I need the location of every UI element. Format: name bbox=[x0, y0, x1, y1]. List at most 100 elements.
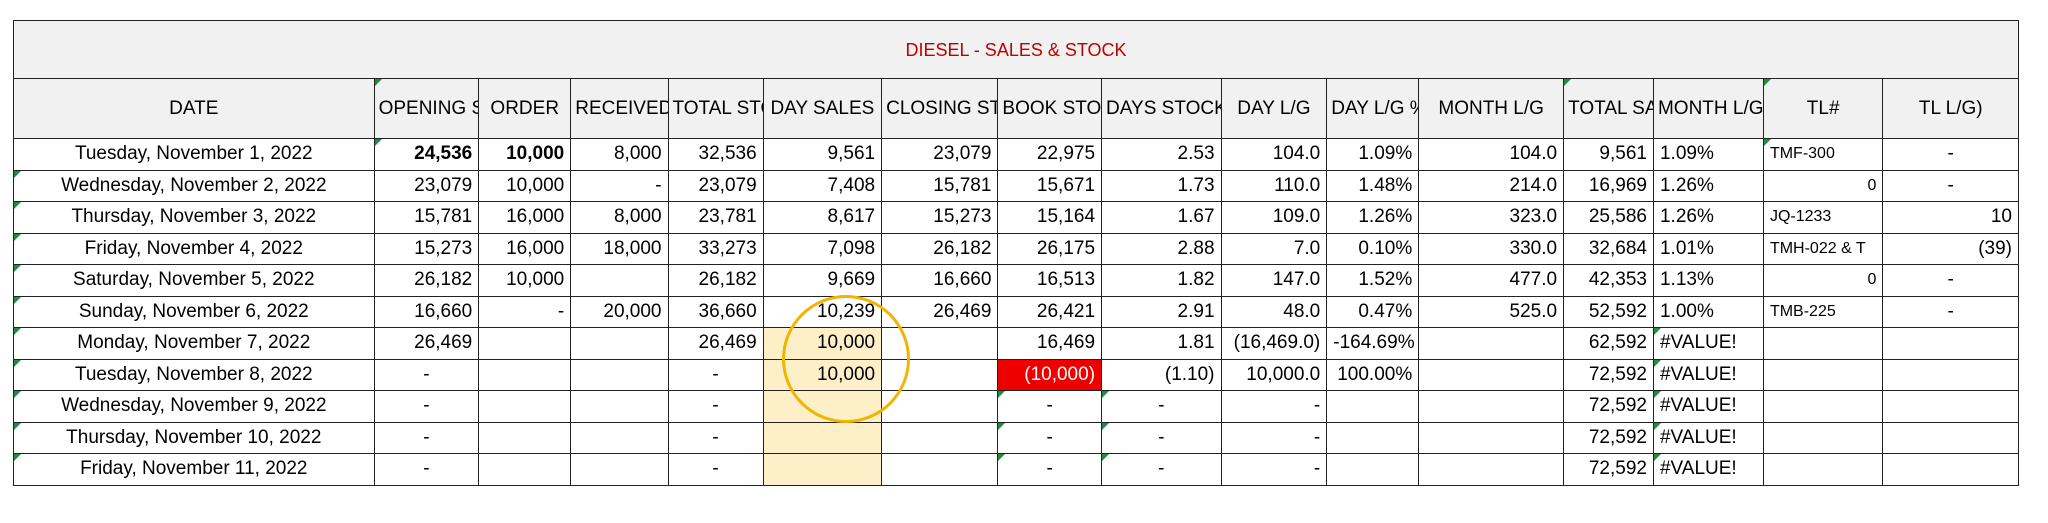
cell[interactable]: (16,469.0) bbox=[1220, 327, 1328, 360]
cell[interactable]: 26,469 bbox=[881, 295, 999, 328]
cell[interactable] bbox=[1418, 358, 1565, 391]
cell[interactable]: 100.00% bbox=[1326, 358, 1420, 391]
cell[interactable]: 15,273 bbox=[373, 232, 480, 265]
sheet-title[interactable]: DIESEL - SALES & STOCK bbox=[13, 20, 2019, 79]
cell[interactable]: Friday, November 4, 2022 bbox=[13, 232, 375, 265]
cell[interactable]: 23,079 bbox=[667, 169, 764, 202]
cell[interactable]: 1.26% bbox=[1326, 201, 1420, 234]
cell[interactable]: 1.82 bbox=[1101, 264, 1222, 297]
cell[interactable]: 214.0 bbox=[1418, 169, 1565, 202]
cell[interactable]: - bbox=[1220, 390, 1328, 423]
cell[interactable]: 1.09% bbox=[1652, 138, 1764, 171]
cell[interactable]: 32,684 bbox=[1563, 232, 1654, 265]
cell[interactable]: Wednesday, November 9, 2022 bbox=[13, 390, 375, 423]
cell[interactable]: 23,781 bbox=[667, 201, 764, 234]
cell[interactable]: #VALUE! bbox=[1652, 453, 1764, 486]
cell[interactable]: 26,182 bbox=[667, 264, 764, 297]
cell[interactable]: 16,969 bbox=[1563, 169, 1654, 202]
cell[interactable] bbox=[1326, 390, 1420, 423]
cell[interactable]: 32,536 bbox=[667, 138, 764, 171]
column-header[interactable]: CLOSING STOCK bbox=[881, 78, 999, 139]
cell[interactable] bbox=[1418, 421, 1565, 454]
cell[interactable]: 0.47% bbox=[1326, 295, 1420, 328]
cell[interactable]: - bbox=[997, 453, 1103, 486]
column-header[interactable]: TL L/G) bbox=[1882, 78, 2019, 139]
cell[interactable]: 10,000 bbox=[478, 264, 572, 297]
cell[interactable]: TMH-022 & T bbox=[1762, 232, 1884, 265]
cell[interactable] bbox=[881, 453, 999, 486]
cell[interactable]: 0 bbox=[1762, 169, 1884, 202]
cell[interactable]: - bbox=[1882, 264, 2019, 297]
cell[interactable]: - bbox=[1220, 453, 1328, 486]
cell[interactable] bbox=[570, 390, 669, 423]
cell[interactable]: TMB-225 bbox=[1762, 295, 1884, 328]
cell[interactable]: Saturday, November 5, 2022 bbox=[13, 264, 375, 297]
cell[interactable]: 10,000 bbox=[478, 169, 572, 202]
cell[interactable]: 15,671 bbox=[997, 169, 1103, 202]
cell[interactable]: 330.0 bbox=[1418, 232, 1565, 265]
cell[interactable]: 16,469 bbox=[997, 327, 1103, 360]
cell[interactable]: (39) bbox=[1882, 232, 2019, 265]
cell[interactable]: 109.0 bbox=[1220, 201, 1328, 234]
cell[interactable]: - bbox=[373, 421, 480, 454]
cell[interactable]: - bbox=[1882, 295, 2019, 328]
column-header[interactable]: DATE bbox=[13, 78, 375, 139]
cell[interactable]: Sunday, November 6, 2022 bbox=[13, 295, 375, 328]
cell[interactable]: 1.48% bbox=[1326, 169, 1420, 202]
column-header[interactable]: DAY L/G bbox=[1220, 78, 1328, 139]
cell[interactable]: 1.26% bbox=[1652, 169, 1764, 202]
cell[interactable] bbox=[762, 421, 883, 454]
column-header[interactable]: BOOK STOCK bbox=[997, 78, 1103, 139]
cell[interactable]: 16,513 bbox=[997, 264, 1103, 297]
cell[interactable]: - bbox=[373, 358, 480, 391]
cell[interactable]: 1.52% bbox=[1326, 264, 1420, 297]
cell[interactable]: 26,182 bbox=[373, 264, 480, 297]
cell[interactable]: - bbox=[667, 421, 764, 454]
cell[interactable]: 15,781 bbox=[881, 169, 999, 202]
column-header[interactable]: MONTH L/G % bbox=[1652, 78, 1764, 139]
cell[interactable]: 26,469 bbox=[667, 327, 764, 360]
cell[interactable]: 18,000 bbox=[570, 232, 669, 265]
cell[interactable]: #VALUE! bbox=[1652, 390, 1764, 423]
cell[interactable]: 147.0 bbox=[1220, 264, 1328, 297]
cell[interactable]: 7.0 bbox=[1220, 232, 1328, 265]
cell[interactable]: - bbox=[667, 358, 764, 391]
cell[interactable] bbox=[570, 421, 669, 454]
cell[interactable]: - bbox=[1882, 138, 2019, 171]
cell[interactable]: 110.0 bbox=[1220, 169, 1328, 202]
cell[interactable]: 15,273 bbox=[881, 201, 999, 234]
cell[interactable] bbox=[478, 358, 572, 391]
cell[interactable]: - bbox=[373, 453, 480, 486]
column-header[interactable]: DAYS STOCK bbox=[1101, 78, 1222, 139]
cell[interactable]: 52,592 bbox=[1563, 295, 1654, 328]
cell[interactable] bbox=[1882, 453, 2019, 486]
cell[interactable] bbox=[1418, 327, 1565, 360]
cell[interactable]: 48.0 bbox=[1220, 295, 1328, 328]
cell[interactable]: 2.88 bbox=[1101, 232, 1222, 265]
cell[interactable]: 42,353 bbox=[1563, 264, 1654, 297]
cell[interactable]: Tuesday, November 1, 2022 bbox=[13, 138, 375, 171]
cell[interactable]: #VALUE! bbox=[1652, 421, 1764, 454]
cell[interactable] bbox=[1882, 358, 2019, 391]
cell[interactable]: JQ-1233 bbox=[1762, 201, 1884, 234]
cell[interactable]: 104.0 bbox=[1418, 138, 1565, 171]
cell[interactable]: 16,000 bbox=[478, 232, 572, 265]
cell[interactable] bbox=[570, 358, 669, 391]
cell[interactable]: 0.10% bbox=[1326, 232, 1420, 265]
cell[interactable]: 23,079 bbox=[881, 138, 999, 171]
cell[interactable]: - bbox=[1220, 421, 1328, 454]
cell[interactable] bbox=[1882, 327, 2019, 360]
cell[interactable]: 24,536 bbox=[373, 138, 480, 171]
cell[interactable] bbox=[1882, 421, 2019, 454]
cell[interactable]: 7,408 bbox=[762, 169, 883, 202]
cell[interactable]: 7,098 bbox=[762, 232, 883, 265]
cell[interactable]: 26,469 bbox=[373, 327, 480, 360]
cell[interactable]: 72,592 bbox=[1563, 453, 1654, 486]
cell[interactable]: 10,000 bbox=[478, 138, 572, 171]
cell[interactable]: 10 bbox=[1882, 201, 2019, 234]
cell[interactable] bbox=[1762, 390, 1884, 423]
cell[interactable]: 36,660 bbox=[667, 295, 764, 328]
column-header[interactable]: TOTAL SALES bbox=[1563, 78, 1654, 139]
cell[interactable]: 8,617 bbox=[762, 201, 883, 234]
cell[interactable]: 10,239 bbox=[762, 295, 883, 328]
